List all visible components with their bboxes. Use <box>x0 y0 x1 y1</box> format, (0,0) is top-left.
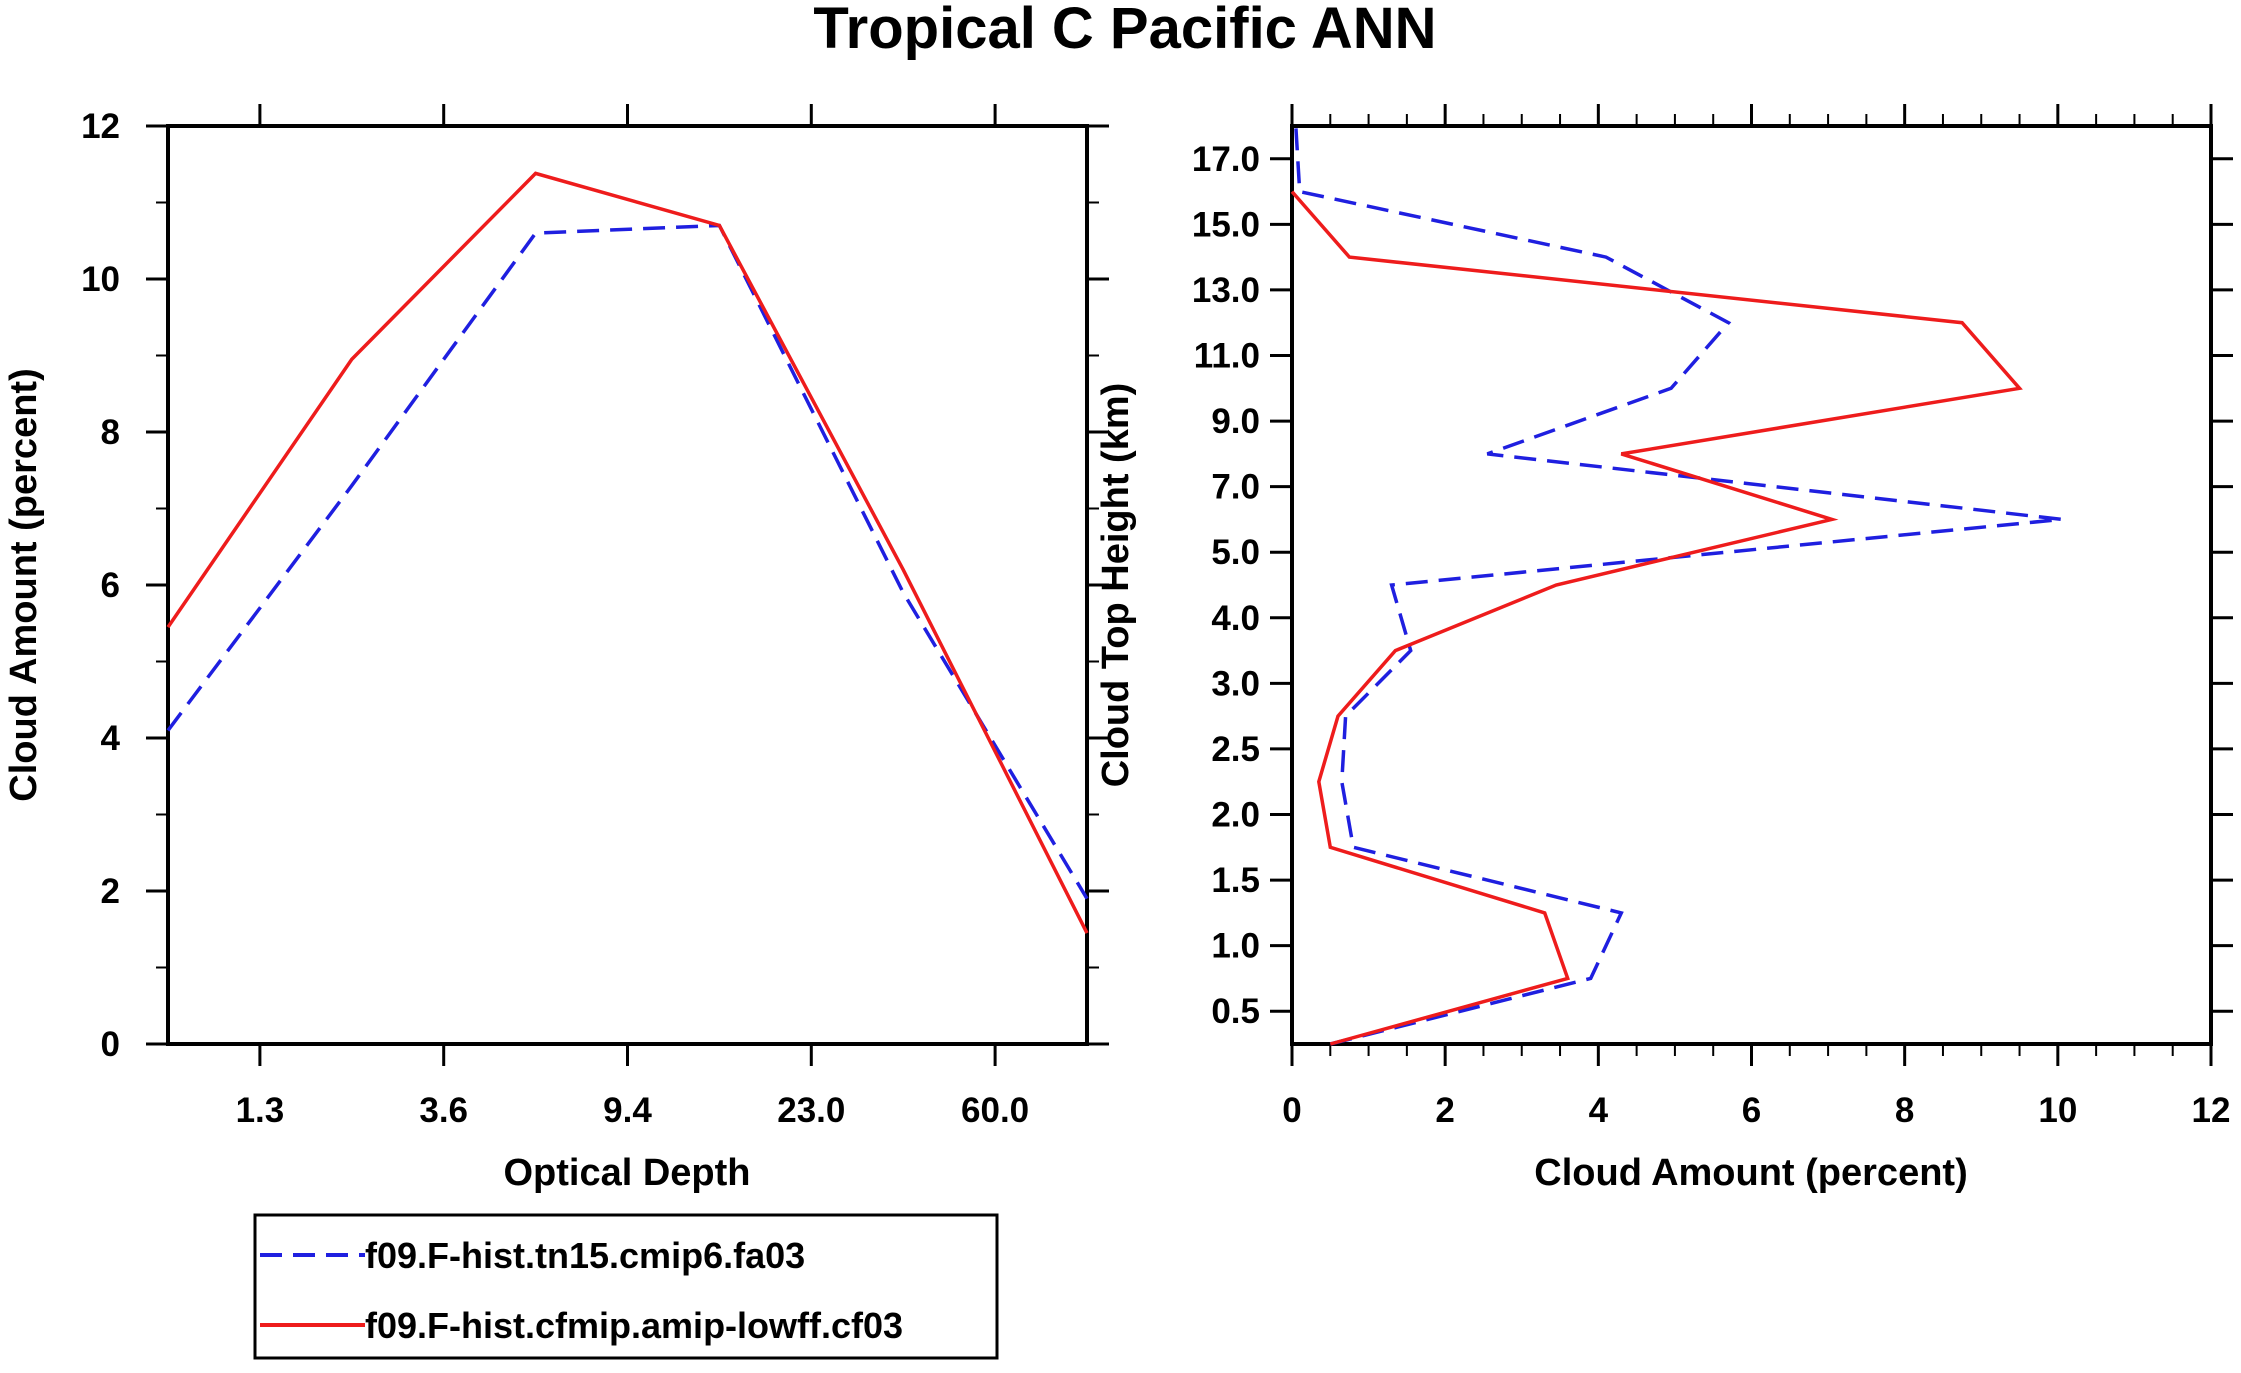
left-y-axis-label: Cloud Amount (percent) <box>3 368 45 801</box>
right-x-tick-label: 4 <box>1589 1091 1609 1130</box>
right-y-tick-label: 4.0 <box>1211 599 1260 638</box>
left-y-tick-label: 4 <box>101 719 121 758</box>
left-y-tick-label: 6 <box>101 566 120 605</box>
left-y-tick-label: 12 <box>81 107 120 146</box>
right-y-tick-label: 5.0 <box>1211 533 1260 572</box>
left-series <box>166 171 1089 934</box>
left-y-tick-label: 2 <box>101 872 120 911</box>
right-y-tick-label: 9.0 <box>1211 402 1260 441</box>
legend-label-cf03: f09.F-hist.cfmip.amip-lowff.cf03 <box>365 1305 903 1346</box>
left-series-cf03-line <box>166 171 1089 934</box>
legend-label-fa03: f09.F-hist.tn15.cmip6.fa03 <box>365 1235 805 1276</box>
right-plot-frame <box>1290 124 2213 1046</box>
right-y-tick-label: 17.0 <box>1192 140 1260 179</box>
right-x-axis-label: Cloud Amount (percent) <box>1534 1152 1967 1194</box>
right-x-tick-label: 10 <box>2038 1091 2077 1130</box>
figure-title: Tropical C Pacific ANN <box>813 0 1436 61</box>
right-series <box>1290 125 2062 1046</box>
right-y-tick-label: 1.0 <box>1211 927 1260 966</box>
left-plot-frame <box>166 124 1089 1046</box>
legend-box <box>253 1213 999 1360</box>
left-x-tick-label: 1.3 <box>236 1091 285 1130</box>
left-x-tick-label: 3.6 <box>419 1091 468 1130</box>
right-x-tick-label: 0 <box>1282 1091 1301 1130</box>
left-y-tick-label: 0 <box>101 1025 120 1064</box>
right-y-tick-label: 15.0 <box>1192 205 1260 244</box>
left-ticks: 0 2 4 6 8 10 12 1.3 3.6 9.4 23.0 60.0 <box>81 104 1109 1130</box>
legend: f09.F-hist.tn15.cmip6.fa03 f09.F-hist.cf… <box>253 1213 999 1360</box>
left-x-tick-label: 9.4 <box>603 1091 652 1130</box>
right-x-tick-label: 12 <box>2192 1091 2231 1130</box>
right-x-tick-label: 8 <box>1895 1091 1914 1130</box>
right-y-tick-label: 7.0 <box>1211 468 1260 507</box>
right-y-tick-label: 3.0 <box>1211 664 1260 703</box>
right-y-tick-label: 2.0 <box>1211 796 1260 835</box>
right-x-tick-label: 6 <box>1742 1091 1761 1130</box>
left-series-fa03-line <box>166 223 1089 900</box>
left-y-tick-label: 10 <box>81 260 120 299</box>
right-y-tick-label: 13.0 <box>1192 271 1260 310</box>
left-x-tick-label: 23.0 <box>777 1091 845 1130</box>
left-y-tick-label: 8 <box>101 413 120 452</box>
left-x-tick-label: 60.0 <box>961 1091 1029 1130</box>
right-y-tick-label: 2.5 <box>1211 730 1260 769</box>
cloud-top-height-chart: 0 2 4 6 8 10 12 0.5 1.0 1.5 2.0 2.5 3.0 4.0 5.0 7.0 9.0 1… <box>1095 104 2233 1194</box>
right-ticks: 0 2 4 6 8 10 12 0.5 1.0 1.5 2.0 2.5 3.0 4.0 5.0 7.0 9.0 1… <box>1192 104 2233 1130</box>
right-y-axis-label: Cloud Top Height (km) <box>1095 383 1137 788</box>
right-y-tick-label: 11.0 <box>1194 337 1260 376</box>
optical-depth-chart: 0 2 4 6 8 10 12 1.3 3.6 9.4 23.0 60.0 Optical Depth… <box>3 104 1109 1194</box>
right-series-fa03-line <box>1294 125 2062 1046</box>
left-x-axis-label: Optical Depth <box>503 1152 750 1194</box>
right-series-cf03-line <box>1290 190 2023 1046</box>
right-y-tick-label: 0.5 <box>1211 992 1260 1031</box>
right-x-tick-label: 2 <box>1435 1091 1454 1130</box>
right-y-tick-label: 1.5 <box>1211 861 1260 900</box>
